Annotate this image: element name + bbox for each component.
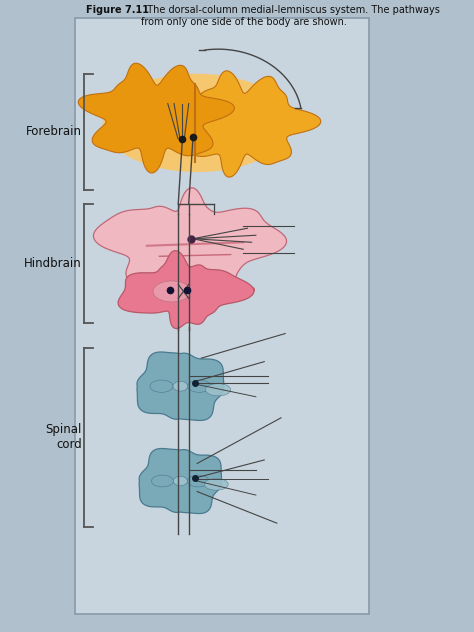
Text: synapse: synapse xyxy=(195,284,256,297)
Polygon shape xyxy=(165,71,321,177)
Text: Figure 7.11: Figure 7.11 xyxy=(86,5,149,15)
Ellipse shape xyxy=(103,74,292,172)
Polygon shape xyxy=(139,449,221,514)
Ellipse shape xyxy=(206,384,231,396)
Text: Hindbrain: Hindbrain xyxy=(24,257,82,270)
Ellipse shape xyxy=(204,478,228,490)
Ellipse shape xyxy=(188,380,211,392)
Text: Spinal
cord: Spinal cord xyxy=(46,423,82,451)
Ellipse shape xyxy=(173,477,187,485)
Polygon shape xyxy=(93,188,287,291)
Ellipse shape xyxy=(153,281,191,302)
Polygon shape xyxy=(118,251,254,329)
Polygon shape xyxy=(78,63,235,173)
Polygon shape xyxy=(137,352,224,420)
Ellipse shape xyxy=(173,381,188,391)
Text: The dorsal-column medial-lemniscus system. The pathways
from only one side of th: The dorsal-column medial-lemniscus syste… xyxy=(140,5,439,27)
Ellipse shape xyxy=(152,475,173,487)
Text: Forebrain: Forebrain xyxy=(26,125,82,138)
Ellipse shape xyxy=(150,380,173,392)
Ellipse shape xyxy=(187,475,209,487)
FancyBboxPatch shape xyxy=(75,18,369,614)
